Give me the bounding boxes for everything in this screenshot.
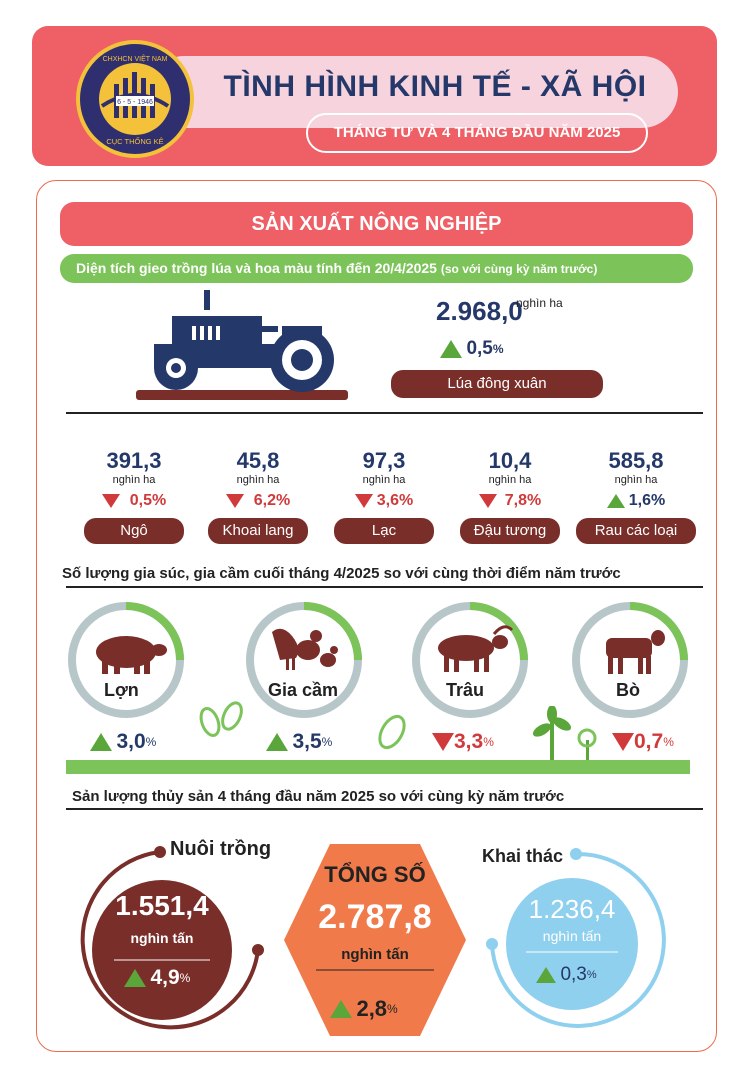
crop-label: Rau các loại [576,518,696,544]
gso-logo: 6 - 5 - 1946 CHXHCN VIỆT NAM CỤC THỐNG K… [76,40,194,158]
crop-change: 6,2% [253,492,291,509]
down-triangle-icon [612,733,634,751]
crop-item: 45,8 nghìn ha 6,2% Khoai lang [198,448,318,544]
total-label: TỔNG SỐ [324,862,426,887]
rice-change: 0,5% [440,338,504,360]
livestock-label: Lợn [104,680,139,700]
rice-label: Lúa đông xuân [391,370,603,398]
up-triangle-icon [536,967,556,983]
buffalo-icon [438,625,514,672]
livestock-ring-buffalo [408,598,532,722]
section-title: SẢN XUẤT NÔNG NGHIỆP [60,202,693,246]
divider-3 [66,808,703,810]
up-triangle-icon [266,733,288,751]
capture-label: Khai thác [482,846,564,866]
page-title: TÌNH HÌNH KINH TẾ - XÃ HỘI [223,70,647,103]
crop-item: 10,4 nghìn ha 7,8% Đậu tương [450,448,570,544]
crop-item: 391,3 nghìn ha 0,5% Ngô [74,448,194,544]
svg-text:6 - 5 - 1946: 6 - 5 - 1946 [117,99,153,106]
crop-unit: nghìn ha [112,474,156,486]
aquaculture-value: 1.551,4 [115,890,209,921]
tractor-icon [132,286,352,406]
down-triangle-icon [478,493,497,508]
planting-note: (so với cùng kỳ năm trước) [440,262,598,276]
down-triangle-icon [432,733,454,751]
livestock-change: 0,7% [612,730,674,754]
total-change: 2,8% [330,996,398,1022]
up-triangle-icon [90,733,112,751]
poultry-icon [272,628,338,670]
crop-item: 97,3 nghìn ha 3,6% Lạc [324,448,444,544]
livestock-label: Trâu [446,680,485,700]
down-triangle-icon [101,493,120,508]
capture-change: 0,3% [536,964,597,986]
page-subtitle: THÁNG TƯ VÀ 4 THÁNG ĐẦU NĂM 2025 [306,113,648,153]
leaf-icon [199,701,243,737]
divider-1 [66,412,703,414]
header-title-panel [148,56,678,128]
up-triangle-icon [440,340,462,358]
plant-icon [532,706,597,766]
planting-heading: Diện tích gieo trồng lúa và hoa màu tính… [76,260,437,276]
livestock-ring-cow [568,598,692,722]
total-unit: nghìn tấn [341,946,409,963]
crop-change: 1,6% [628,492,666,509]
crop-item: 585,8 nghìn ha 1,6% Rau các loại [576,448,696,544]
crop-value: 45,8 [236,448,280,473]
rice-value: 2.968,0 [436,296,523,326]
up-triangle-icon [124,969,146,987]
livestock-change: 3,5% [266,730,332,754]
pig-icon [96,636,167,674]
livestock-change: 3,0% [90,730,156,754]
cow-icon [606,630,665,674]
crop-change: 7,8% [504,492,542,509]
up-triangle-icon [606,493,625,508]
crop-change: 0,5% [129,492,167,509]
crop-value: 97,3 [362,448,406,473]
leaf-icon [378,714,406,750]
aquaculture-label: Nuôi trồng [170,838,272,860]
crop-change: 3,6% [376,492,414,509]
crop-label: Lạc [334,518,434,544]
svg-text:CỤC THỐNG KÊ: CỤC THỐNG KÊ [106,136,163,146]
rice-change-value: 0,5 [466,338,493,359]
aquaculture-change: 4,9% [124,966,190,990]
down-triangle-icon [354,493,373,508]
grass-strip [66,760,690,774]
crop-label: Khoai lang [208,518,308,544]
fishery-heading: Sản lượng thủy sản 4 tháng đầu năm 2025 … [72,788,565,805]
aquaculture-unit: nghìn tấn [130,930,194,946]
capture-unit: nghìn tấn [542,928,602,944]
livestock-ring-poultry [242,598,366,722]
svg-text:CHXHCN VIỆT NAM: CHXHCN VIỆT NAM [103,54,168,63]
rice-unit: nghìn ha [516,296,563,310]
up-triangle-icon [330,1000,352,1018]
livestock-label: Bò [616,680,640,700]
rice-change-suffix: % [492,342,504,356]
total-value: 2.787,8 [318,898,432,936]
crop-unit: nghìn ha [362,474,406,486]
crop-value: 585,8 [608,448,664,473]
crops-row: 391,3 nghìn ha 0,5% Ngô 45,8 nghìn ha 6,… [68,448,708,558]
crop-label: Ngô [84,518,184,544]
crop-unit: nghìn ha [614,474,658,486]
total-hexagon [284,844,466,1036]
crop-unit: nghìn ha [236,474,280,486]
planting-heading-bar: Diện tích gieo trồng lúa và hoa màu tính… [60,254,693,283]
divider-2 [66,586,703,588]
crop-label: Đậu tương [460,518,560,544]
livestock-heading: Số lượng gia súc, gia cầm cuối tháng 4/2… [62,565,621,582]
down-triangle-icon [225,493,244,508]
crop-value: 10,4 [488,448,532,473]
crop-value: 391,3 [106,448,162,473]
livestock-ring-pig [64,598,188,722]
livestock-label: Gia cầm [268,680,339,700]
capture-value: 1.236,4 [528,894,616,924]
livestock-change: 3,3% [432,730,494,754]
crop-unit: nghìn ha [488,474,532,486]
